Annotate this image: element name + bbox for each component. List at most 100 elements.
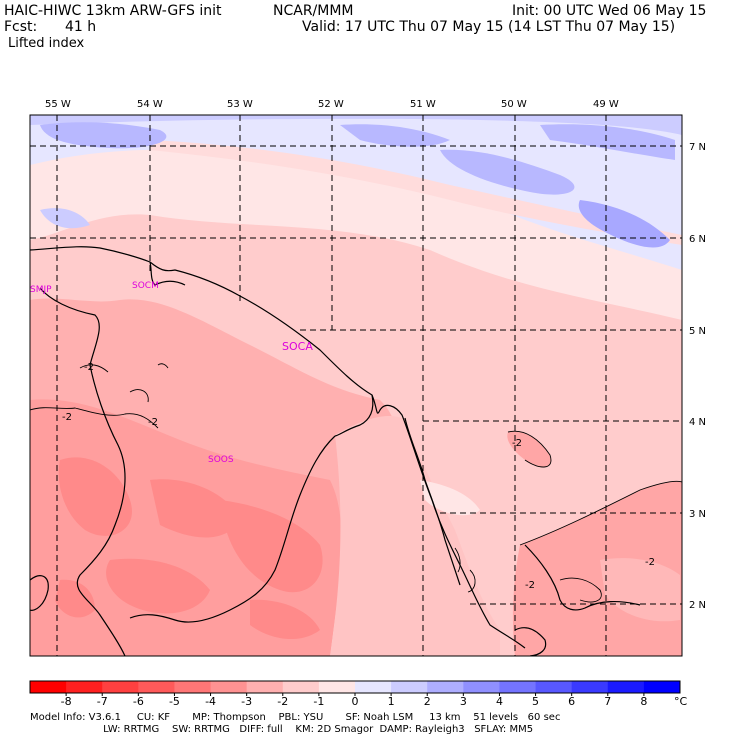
lon-label: 51 W (410, 99, 436, 110)
colorbar-swatch (571, 681, 609, 693)
colorbar-swatch (66, 681, 103, 693)
field-blob-blue-4 (340, 124, 450, 147)
field-blob-blue-6 (40, 208, 90, 229)
valid-time: Valid: 17 UTC Thu 07 May 15 (14 LST Thu … (302, 19, 676, 35)
field-blob-west-2 (96, 319, 158, 366)
colorbar-swatch (246, 681, 284, 693)
field-blob-red-6 (250, 599, 320, 640)
lat-lon-grid (30, 115, 682, 656)
field-patch-southeast (600, 558, 680, 622)
forecast-label: Fcst: (4, 19, 38, 35)
longitude-labels: 55 W 54 W 53 W 52 W 51 W 50 W 49 W (45, 99, 619, 110)
field-zone-positive-1 (30, 115, 682, 270)
field-blob-blue-5 (540, 124, 675, 160)
lon-label: 54 W (137, 99, 163, 110)
station-label: SMJP (30, 285, 52, 295)
lat-label: 2 N (689, 600, 706, 611)
lat-label: 7 N (689, 142, 706, 153)
lon-label: 49 W (593, 99, 619, 110)
colorbar-swatch (463, 681, 500, 693)
colorbar-tick-label: 3 (460, 695, 467, 708)
lifted-index-field (30, 115, 682, 656)
colorbar-swatch (535, 681, 573, 693)
colorbar-swatch (174, 681, 212, 693)
field-blob-red-3 (220, 500, 323, 593)
lon-label: 53 W (227, 99, 253, 110)
colorbar-tick-label: 7 (604, 695, 611, 708)
colorbar (29, 680, 681, 696)
field-blob-blue-1 (40, 122, 167, 149)
field-name: Lifted index (8, 36, 85, 51)
lon-label: 50 W (501, 99, 527, 110)
contour-label: -2 (84, 362, 94, 373)
station-label: SOCA (282, 340, 313, 353)
field-blob-west (30, 300, 91, 361)
field-blob-blue-2 (440, 149, 575, 195)
organization-label: NCAR/MMM (273, 3, 354, 19)
colorbar-swatch (499, 681, 537, 693)
station-labels: SMJP SOCM SOCA SOOS (30, 281, 313, 465)
map-frame (29, 114, 683, 657)
contour-label: -2 (525, 580, 535, 591)
forecast-hour: 41 h (65, 19, 97, 35)
field-streak-2 (150, 140, 682, 245)
lat-label: 6 N (689, 234, 706, 245)
colorbar-swatch (138, 681, 175, 693)
colorbar-tick-label: 1 (388, 695, 395, 708)
lat-label: 5 N (689, 326, 706, 337)
colorbar-tick-label: -8 (61, 695, 72, 708)
model-info-line-2: LW: RRTMG SW: RRTMG DIFF: full KM: 2D Sm… (30, 724, 534, 735)
colorbar-unit: °C (674, 695, 688, 708)
colorbar-tick-labels: -8 -7 -6 -5 -4 -3 -2 -1 0 1 2 3 4 5 6 7 8 (61, 695, 648, 708)
contour-label: -2 (148, 417, 158, 428)
field-blob-small (507, 431, 551, 467)
field-blob-red-5 (55, 579, 95, 618)
contour-label: -2 (512, 438, 522, 449)
model-info-line-1: Model Info: V3.6.1 CU: KF MP: Thompson P… (30, 712, 561, 723)
contour-value-labels: -2 -2 -2 -2 -2 -2 -2 (62, 362, 655, 591)
latitude-labels: 7 N 6 N 5 N 4 N 3 N 2 N (689, 142, 706, 611)
colorbar-tick-label: -7 (97, 695, 108, 708)
colorbar-swatch (643, 681, 681, 693)
colorbar-swatch (318, 681, 356, 693)
colorbar-tick-label: -6 (133, 695, 144, 708)
colorbar-tick-label: -4 (205, 695, 216, 708)
field-streak-1 (30, 175, 682, 285)
colorbar-tick-label: 6 (568, 695, 575, 708)
lon-label: 55 W (45, 99, 71, 110)
colorbar-tick-label: -1 (313, 695, 324, 708)
colorbar-tick-label: -5 (169, 695, 180, 708)
colorbar-tick-label: 0 (352, 695, 359, 708)
field-zone-positive-2 (30, 115, 682, 135)
field-blob-red-2 (150, 479, 240, 538)
station-label: SOOS (208, 455, 234, 465)
colorbar-swatch (282, 681, 320, 693)
colorbar-tick-label: 8 (640, 695, 647, 708)
colorbar-tick-label: 4 (496, 695, 503, 708)
colorbar-swatch (210, 681, 248, 693)
field-blob-red-4 (106, 558, 210, 614)
contour-label: -2 (62, 412, 72, 423)
init-time: Init: 00 UTC Wed 06 May 15 (512, 3, 707, 19)
lon-label: 52 W (318, 99, 344, 110)
colorbar-swatch (30, 681, 67, 693)
contour-minus-2 (30, 363, 682, 603)
colorbar-swatch (102, 681, 139, 693)
field-zone-coast (330, 415, 500, 656)
colorbar-tick-label: -2 (277, 695, 288, 708)
station-label: SOCM (132, 281, 159, 291)
contour-label: -2 (645, 557, 655, 568)
lat-label: 4 N (689, 417, 706, 428)
colorbar-tick-label: 2 (424, 695, 431, 708)
colorbar-swatch (391, 681, 428, 693)
lat-label: 3 N (689, 509, 706, 520)
colorbar-tick-label: -3 (241, 695, 252, 708)
field-blob-red-1 (58, 457, 132, 536)
colorbar-swatch (607, 681, 645, 693)
colorbar-swatch (427, 681, 464, 693)
field-blob-blue-3 (578, 200, 670, 248)
colorbar-swatch (355, 681, 392, 693)
colorbar-tick-label: 5 (532, 695, 539, 708)
model-title: HAIC-HIWC 13km ARW-GFS init (4, 3, 222, 19)
